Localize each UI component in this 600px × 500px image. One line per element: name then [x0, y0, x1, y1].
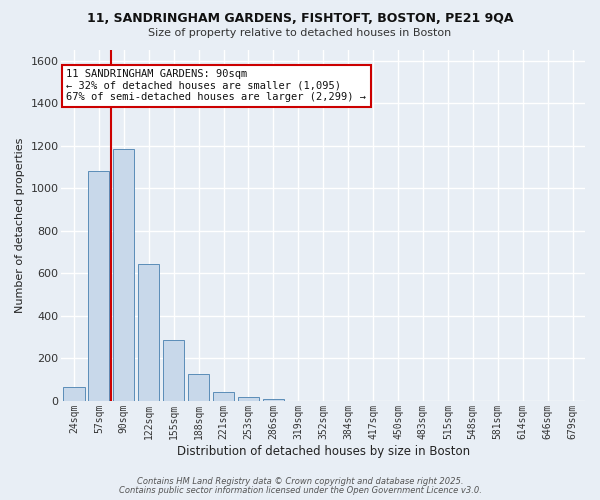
- Bar: [263, 399, 284, 401]
- Bar: [238, 396, 259, 401]
- Text: Contains public sector information licensed under the Open Government Licence v3: Contains public sector information licen…: [119, 486, 481, 495]
- Bar: [163, 340, 184, 401]
- Text: 11 SANDRINGHAM GARDENS: 90sqm
← 32% of detached houses are smaller (1,095)
67% o: 11 SANDRINGHAM GARDENS: 90sqm ← 32% of d…: [67, 69, 367, 102]
- Bar: [88, 171, 109, 401]
- Text: 11, SANDRINGHAM GARDENS, FISHTOFT, BOSTON, PE21 9QA: 11, SANDRINGHAM GARDENS, FISHTOFT, BOSTO…: [87, 12, 513, 26]
- X-axis label: Distribution of detached houses by size in Boston: Distribution of detached houses by size …: [176, 444, 470, 458]
- Text: Size of property relative to detached houses in Boston: Size of property relative to detached ho…: [148, 28, 452, 38]
- Bar: [213, 392, 234, 401]
- Bar: [113, 149, 134, 401]
- Bar: [64, 387, 85, 401]
- Y-axis label: Number of detached properties: Number of detached properties: [15, 138, 25, 313]
- Bar: [188, 374, 209, 401]
- Text: Contains HM Land Registry data © Crown copyright and database right 2025.: Contains HM Land Registry data © Crown c…: [137, 477, 463, 486]
- Bar: [138, 264, 160, 401]
